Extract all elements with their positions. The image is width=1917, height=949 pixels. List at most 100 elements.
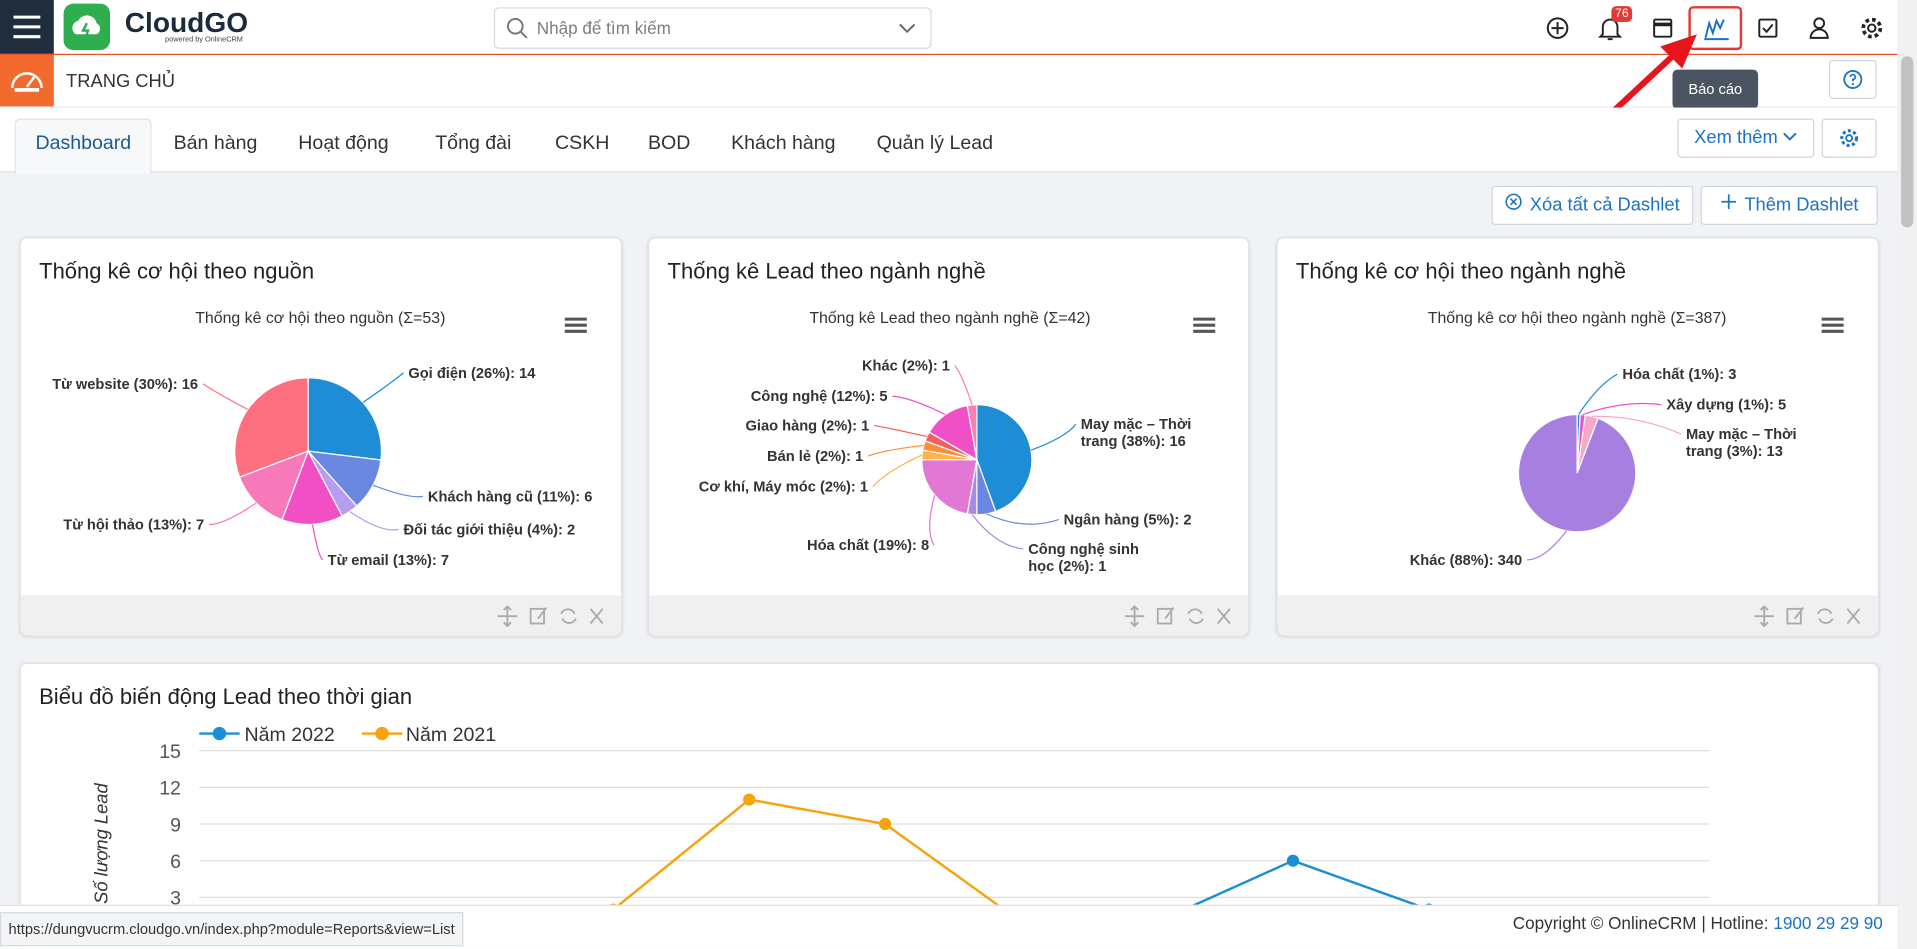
more-button[interactable]: Xem thêm [1677,118,1815,158]
label-connector [954,365,973,406]
clear-dashlets-button[interactable]: Xóa tất cả Dashlet [1491,185,1694,225]
user-icon[interactable] [1809,17,1829,39]
search-placeholder: Nhập để tìm kiếm [536,18,671,38]
add-dashlet-button[interactable]: Thêm Dashlet [1700,185,1878,225]
data-label: May mặc – Thời trang (3%): 13 [1686,427,1801,460]
label-connector [372,484,424,498]
data-point [1286,854,1300,867]
hotline[interactable]: 1900 29 29 90 [1773,913,1883,933]
pie-slice [281,449,344,526]
label-connector [202,383,249,411]
tab[interactable]: BOD [647,133,691,155]
label-line: Đối tác giới thiệu (4%): 2 [403,522,575,538]
label-line: Từ email (13%): 7 [328,553,449,569]
label-line: Khác (2%): 1 [862,358,950,374]
label-line: Ngân hàng (5%): 2 [1064,512,1192,528]
legend-label: Năm 2022 [245,724,335,746]
data-label: Cơ khí, Máy móc (2%): 1 [699,479,868,495]
label-line: Khác (88%): 340 [1410,553,1522,569]
label-line: Công nghệ (12%): 5 [751,389,888,405]
chart-title: Thống kê Lead theo ngành nghề (Σ=42) [809,310,1090,327]
tab[interactable]: Khách hàng [731,133,836,155]
label-connector [349,510,399,531]
label-connector [1582,402,1662,416]
footer-text: Copyright © OnlineCRM | Hotline: 1900 29… [1513,913,1883,933]
search-box[interactable]: Nhập để tìm kiếm [493,7,932,49]
data-label: Xây dựng (1%): 5 [1666,398,1786,414]
label-line: Từ hội thảo (13%): 7 [63,517,204,533]
dashlet-footer [1277,595,1878,636]
tab[interactable]: CSKH [555,133,610,155]
label-line: Bán lẻ (2%): 1 [767,449,863,465]
report-icon[interactable] [1704,18,1729,41]
tab[interactable]: Hoạt động [298,133,389,155]
dashlet-actions[interactable] [1124,604,1247,628]
task-icon[interactable] [1758,18,1778,38]
label-line: Từ website (30%): 16 [52,377,198,393]
home-icon-box[interactable] [0,55,54,107]
toolbar-icons [1546,17,1883,41]
label-line: Hóa chất (19%): 8 [807,538,929,554]
chevron [1783,132,1797,141]
dashlet-title: Thống kê Lead theo ngành nghề [667,259,986,284]
legend-marker [375,726,389,741]
settings-icon[interactable] [1861,17,1883,39]
data-label: Từ email (13%): 7 [328,553,449,569]
data-label: Công nghệ (12%): 5 [751,389,888,405]
y-tick-label: 6 [170,851,181,873]
label-line: học (2%): 1 [1028,559,1106,575]
y-tick-label: 15 [159,741,181,763]
data-label: Khác (88%): 340 [1410,553,1522,569]
scrollbar [1897,0,1917,949]
scroll-thumb[interactable] [1901,56,1914,228]
button-label: Thêm Dashlet [1744,194,1859,216]
calendar-icon[interactable] [1653,18,1673,38]
tab[interactable]: Quản lý Lead [876,133,993,155]
tab[interactable]: Bán hàng [173,133,258,155]
more-label: Xem thêm [1694,127,1778,148]
dashlet-title: Biểu đồ biến động Lead theo thời gian [39,684,413,710]
data-label: Từ website (30%): 16 [52,377,198,393]
dashboard-icon [11,72,43,92]
dashlet-footer [649,595,1249,636]
tab[interactable]: Dashboard [35,133,132,155]
pie-slice [1517,413,1637,533]
label-line: Khách hàng cũ (11%): 6 [428,489,593,505]
data-label: Khác (2%): 1 [862,358,950,374]
y-tick-label: 9 [170,814,181,836]
label-line: Công nghệ sinh [1028,542,1143,558]
data-label: Gọi điện (26%): 14 [408,366,536,382]
dashlet-actions[interactable] [1754,604,1876,628]
pie-slice [921,459,978,515]
logo-icon[interactable] [63,3,111,51]
clear-icon [1505,193,1522,210]
data-point [879,817,892,831]
data-label: Ngân hàng (5%): 2 [1064,512,1192,528]
chart-title: Thống kê cơ hội theo nguồn (Σ=53) [195,310,445,327]
tab[interactable]: Tổng đài [435,133,512,155]
button-label: Xóa tất cả Dashlet [1529,194,1680,216]
dashlet-actions[interactable] [497,604,620,628]
logo-cloud [72,15,101,39]
label-connector [311,524,324,561]
label-line: Hóa chất (1%): 3 [1622,367,1736,383]
data-point [743,793,756,806]
data-label: May mặc – Thời trang (38%): 16 [1081,417,1196,450]
label-connector [971,514,1024,550]
pie-slice [238,450,310,521]
add-icon[interactable] [1546,17,1569,39]
legend-marker [212,726,227,741]
logo-text: CloudGO [124,6,249,38]
menu-button[interactable] [0,0,54,54]
y-axis-title: Số lượng Lead [91,783,112,904]
tab-settings-button[interactable] [1821,118,1877,158]
label-line: May mặc – Thời [1081,417,1196,433]
tab-bar [0,107,1898,173]
pie-slice [976,404,1033,513]
menu-icon [13,15,41,39]
pie-slice [234,377,309,478]
help-button[interactable] [1828,59,1877,100]
pie-slice [966,404,978,460]
